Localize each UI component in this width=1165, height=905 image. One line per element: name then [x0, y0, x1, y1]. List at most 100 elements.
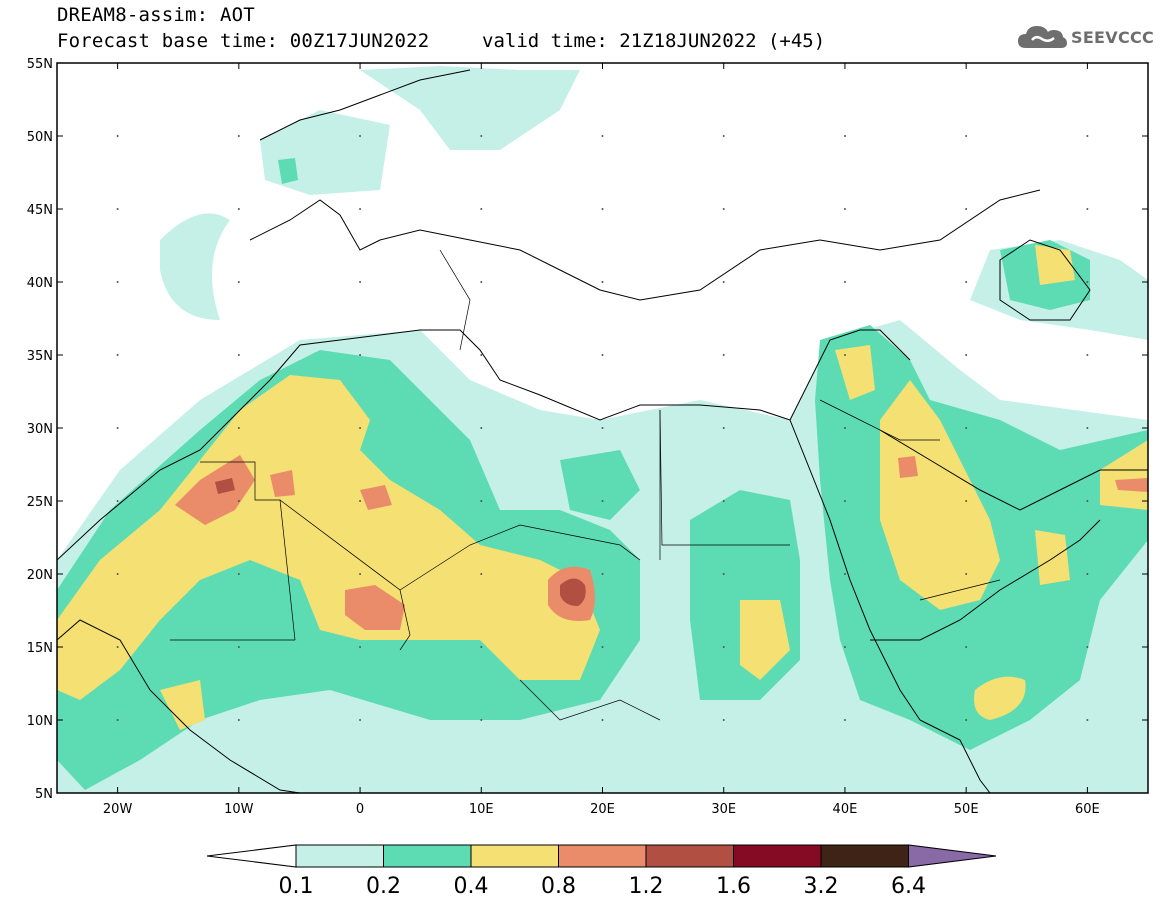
lat-label: 25N	[27, 495, 53, 510]
graticule-dot	[480, 354, 483, 356]
graticule-dot	[722, 500, 725, 502]
graticule-dot	[601, 208, 604, 210]
graticule-dot	[843, 646, 846, 648]
graticule-dot	[722, 719, 725, 721]
grid-points	[116, 135, 1089, 721]
graticule-dot	[601, 135, 604, 137]
colorbar-labels: 0.1 0.2 0.4 0.8 1.2 1.6 3.2 6.4	[279, 874, 927, 899]
graticule-dot	[601, 500, 604, 502]
seevccc-logo: SEEVCCC	[1016, 22, 1154, 52]
graticule-dot	[480, 719, 483, 721]
graticule-dot	[359, 354, 362, 356]
graticule-dot	[722, 427, 725, 429]
graticule-dot	[237, 135, 240, 137]
graticule-dot	[237, 646, 240, 648]
graticule-dot	[116, 646, 119, 648]
country-borders	[170, 249, 1001, 721]
logo-text: SEEVCCC	[1071, 27, 1155, 47]
graticule-dot	[722, 281, 725, 283]
lat-label: 15N	[27, 641, 53, 656]
graticule-dot	[116, 573, 119, 575]
graticule-dot	[116, 208, 119, 210]
lat-label: 5N	[35, 787, 53, 802]
lat-label: 40N	[27, 276, 53, 291]
lat-label: 50N	[27, 130, 53, 145]
graticule-dot	[116, 354, 119, 356]
graticule-dot	[1086, 135, 1089, 137]
graticule-dot	[116, 719, 119, 721]
lon-label: 10W	[224, 802, 254, 817]
colorbar-box	[383, 844, 472, 868]
lat-label: 55N	[27, 57, 53, 72]
colorbar	[206, 844, 997, 868]
graticule-dot	[843, 135, 846, 137]
graticule-dot	[965, 646, 968, 648]
graticule-dot	[601, 573, 604, 575]
valid-time: valid time: 21Z18JUN2022 (+45)	[482, 30, 826, 52]
lat-label: 45N	[27, 203, 53, 218]
cloud-icon	[1018, 26, 1067, 48]
lat-label: 20N	[27, 568, 53, 583]
graticule-dot	[722, 208, 725, 210]
graticule-dot	[843, 500, 846, 502]
graticule-dot	[965, 354, 968, 356]
graticule-dot	[116, 427, 119, 429]
graticule-dot	[843, 281, 846, 283]
lon-label: 50E	[954, 802, 979, 817]
graticule-dot	[359, 500, 362, 502]
graticule-dot	[116, 500, 119, 502]
lon-labels: 20W 10W 0 10E 20E 30E 40E 50E 60E	[103, 802, 1100, 817]
graticule-dot	[965, 573, 968, 575]
map-title: DREAM8-assim: AOT	[57, 4, 255, 26]
colorbar-label: 6.4	[891, 874, 926, 899]
aot-band-0.4	[57, 245, 1148, 730]
graticule-dot	[359, 427, 362, 429]
coastlines	[57, 69, 1148, 793]
graticule-dot	[359, 573, 362, 575]
colorbar-over	[908, 844, 997, 868]
graticule-dot	[480, 573, 483, 575]
graticule-dot	[480, 427, 483, 429]
graticule-dot	[965, 500, 968, 502]
graticule-dot	[1086, 573, 1089, 575]
lon-label: 30E	[711, 802, 736, 817]
colorbar-label: 3.2	[804, 874, 839, 899]
graticule-dot	[601, 646, 604, 648]
forecast-base-time: Forecast base time: 00Z17JUN2022	[57, 30, 430, 52]
lon-label: 20W	[103, 802, 133, 817]
lat-labels: 55N 50N 45N 40N 35N 30N 25N 20N 15N 10N 5N	[27, 57, 53, 802]
colorbar-label: 0.1	[279, 874, 314, 899]
graticule-dot	[359, 281, 362, 283]
graticule-dot	[480, 646, 483, 648]
lon-label: 10E	[469, 802, 494, 817]
graticule-dot	[480, 500, 483, 502]
graticule-dot	[1086, 208, 1089, 210]
aot-band-1.2	[215, 478, 586, 606]
graticule-dot	[480, 135, 483, 137]
graticule-dot	[965, 427, 968, 429]
colorbar-box	[470, 844, 559, 868]
lon-label: 60E	[1075, 802, 1100, 817]
graticule-dot	[601, 719, 604, 721]
graticule-dot	[722, 573, 725, 575]
colorbar-label: 1.6	[716, 874, 751, 899]
graticule-dot	[237, 573, 240, 575]
graticule-dot	[116, 135, 119, 137]
graticule-dot	[237, 281, 240, 283]
graticule-dot	[1086, 354, 1089, 356]
lon-label: 40E	[833, 802, 858, 817]
lat-label: 10N	[27, 714, 53, 729]
graticule-dot	[1086, 646, 1089, 648]
colorbar-label: 0.8	[541, 874, 576, 899]
graticule-dot	[965, 135, 968, 137]
colorbar-box	[820, 844, 909, 868]
graticule-dot	[722, 135, 725, 137]
axis-ticks	[57, 62, 1148, 794]
graticule-dot	[237, 427, 240, 429]
colorbar-label: 0.4	[454, 874, 489, 899]
graticule-dot	[1086, 281, 1089, 283]
graticule-dot	[843, 354, 846, 356]
graticule-dot	[1086, 427, 1089, 429]
graticule-dot	[116, 281, 119, 283]
